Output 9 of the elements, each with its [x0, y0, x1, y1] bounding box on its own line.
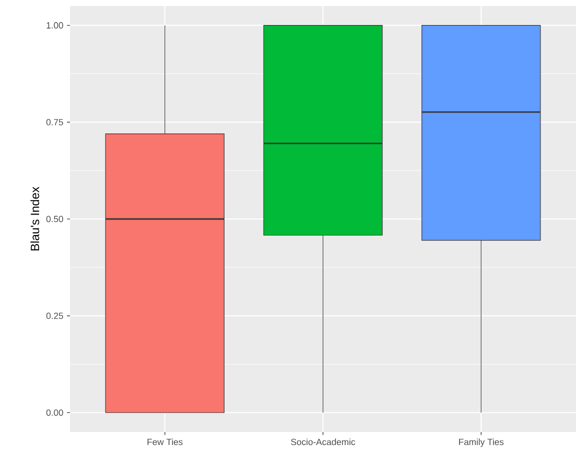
y-tick-label: 0.50 [46, 216, 64, 222]
y-tick-label: 0.00 [46, 409, 64, 416]
y-tick-label: 0.25 [46, 312, 64, 319]
x-tick-label: Family Ties [459, 438, 504, 447]
y-tick-label: 1.00 [46, 22, 64, 29]
y-axis-title: Blau's Index [30, 186, 40, 250]
x-tick-label: Socio-Academic [291, 438, 356, 446]
x-tick-label: Few Ties [148, 438, 183, 446]
y-tick-label: 0.75 [46, 119, 64, 126]
